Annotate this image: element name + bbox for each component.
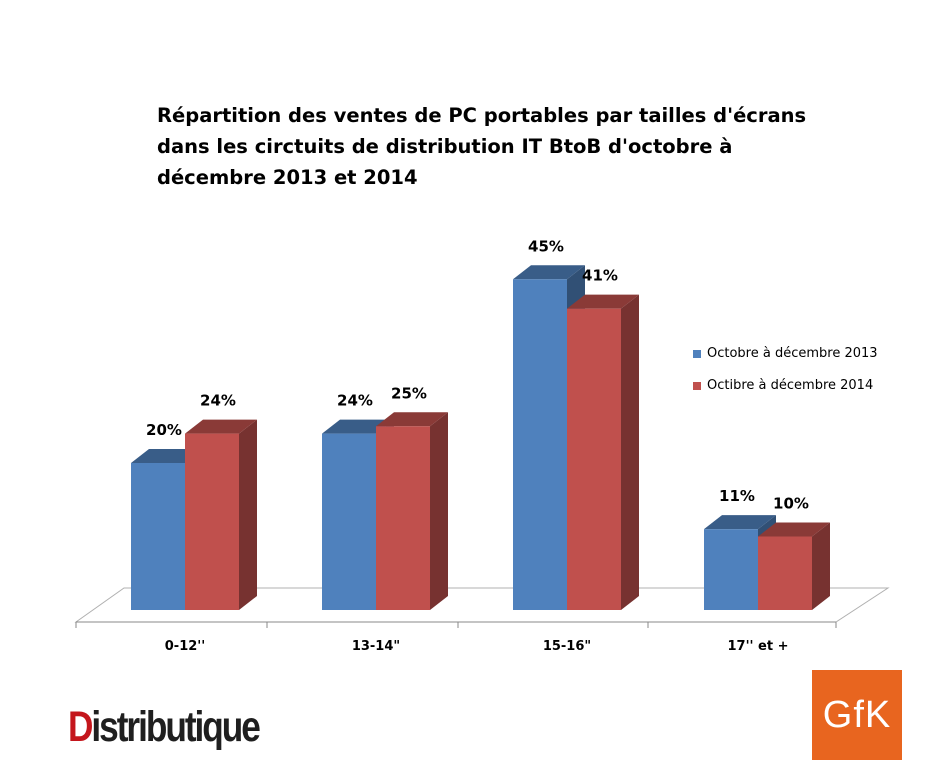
data-labels-group: 20% 24% 24% 25% 45% 41% 11% 10% — [146, 237, 809, 512]
chart-floor — [74, 587, 890, 628]
gfk-logo-text: GfK — [822, 693, 892, 736]
legend: Octobre à décembre 2013 Octibre à décemb… — [693, 344, 878, 408]
bars-group — [131, 265, 830, 610]
legend-swatch-2014 — [693, 381, 701, 390]
data-label-2014-0: 24% — [200, 392, 236, 410]
bar-2014-3 — [758, 522, 830, 610]
data-label-2013-3: 11% — [719, 487, 755, 505]
chart-title: Répartition des ventes de PC portables p… — [157, 104, 807, 189]
legend-label-2014: Octibre à décembre 2014 — [707, 378, 874, 393]
category-labels-group: 0-12'' 13-14" 15-16" 17'' et + — [165, 639, 789, 654]
data-label-2014-3: 10% — [773, 495, 809, 513]
data-label-2014-1: 25% — [391, 384, 427, 402]
category-label-0: 0-12'' — [165, 639, 206, 654]
data-label-2013-1: 24% — [337, 392, 373, 410]
gfk-logo: GfK — [812, 670, 902, 760]
data-label-2013-0: 20% — [146, 421, 182, 439]
category-label-3: 17'' et + — [727, 639, 788, 654]
bar-2014-1 — [376, 412, 448, 610]
bar-2014-2 — [567, 294, 639, 610]
bar-2014-0 — [185, 419, 257, 610]
legend-swatch-2013 — [693, 349, 701, 358]
legend-label-2013: Octobre à décembre 2013 — [707, 346, 878, 361]
distributique-logo: Distributique — [68, 703, 261, 751]
legend-item-2014: Octibre à décembre 2014 — [693, 376, 878, 395]
legend-item-2013: Octobre à décembre 2013 — [693, 344, 878, 363]
category-label-1: 13-14" — [352, 639, 400, 654]
data-label-2014-2: 41% — [582, 267, 618, 285]
data-label-2013-2: 45% — [528, 237, 564, 255]
category-label-2: 15-16" — [543, 639, 591, 654]
